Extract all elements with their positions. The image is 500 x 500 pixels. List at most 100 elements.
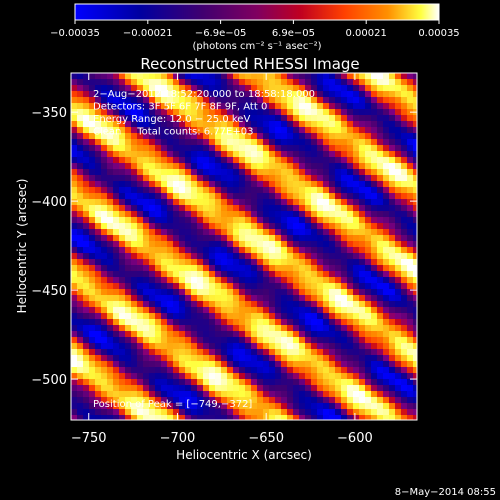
heatmap-cell	[353, 163, 359, 169]
heatmap-cell	[407, 415, 413, 420]
heatmap-cell	[317, 199, 323, 205]
heatmap-cell	[257, 241, 263, 247]
heatmap-cell	[77, 133, 83, 139]
heatmap-cell	[71, 223, 77, 229]
heatmap-cell	[161, 289, 167, 295]
heatmap-cell	[251, 253, 257, 259]
heatmap-cell	[359, 319, 365, 325]
heatmap-cell	[329, 247, 335, 253]
heatmap-cell	[209, 361, 215, 367]
heatmap-cell	[305, 265, 311, 271]
heatmap-cell	[413, 145, 417, 151]
heatmap-cell	[353, 349, 359, 355]
heatmap-cell	[341, 121, 347, 127]
heatmap-cell	[287, 385, 293, 391]
heatmap-cell	[263, 253, 269, 259]
heatmap-cell	[209, 175, 215, 181]
heatmap-cell	[275, 283, 281, 289]
heatmap-cell	[101, 247, 107, 253]
colorbar: −0.00035 −0.00021 −6.9e−05 6.9e−05 0.00021 0.…	[50, 3, 460, 52]
heatmap-cell	[263, 187, 269, 193]
heatmap-cell	[71, 247, 77, 253]
x-tick-label: −750	[71, 431, 107, 446]
heatmap-cell	[89, 97, 95, 103]
heatmap-cell	[341, 133, 347, 139]
heatmap-cell	[203, 373, 209, 379]
heatmap-cell	[407, 145, 413, 151]
heatmap-cell	[281, 175, 287, 181]
heatmap-cell	[317, 97, 323, 103]
heatmap-cell	[119, 91, 125, 97]
heatmap-cell	[203, 85, 209, 91]
heatmap-cell	[107, 361, 113, 367]
heatmap-cell	[377, 187, 383, 193]
heatmap-cell	[305, 217, 311, 223]
heatmap-cell	[83, 223, 89, 229]
heatmap-cell	[269, 283, 275, 289]
heatmap-cell	[197, 103, 203, 109]
heatmap-cell	[209, 289, 215, 295]
heatmap-cell	[287, 259, 293, 265]
heatmap-cell	[251, 271, 257, 277]
heatmap-cell	[407, 265, 413, 271]
heatmap-cell	[365, 379, 371, 385]
heatmap-cell	[287, 181, 293, 187]
heatmap-cell	[107, 187, 113, 193]
heatmap-cell	[257, 361, 263, 367]
heatmap-cell	[401, 73, 407, 79]
heatmap-cell	[215, 229, 221, 235]
heatmap-cell	[317, 313, 323, 319]
heatmap-cell	[287, 355, 293, 361]
heatmap-cell	[167, 367, 173, 373]
heatmap-cell	[215, 217, 221, 223]
heatmap-cell	[251, 223, 257, 229]
heatmap-cell	[125, 319, 131, 325]
heatmap-cell	[155, 91, 161, 97]
heatmap-cell	[323, 331, 329, 337]
heatmap-cell	[347, 85, 353, 91]
heatmap-cell	[251, 163, 257, 169]
heatmap-cell	[233, 271, 239, 277]
heatmap-cell	[185, 259, 191, 265]
heatmap-cell	[383, 259, 389, 265]
heatmap-cell	[119, 385, 125, 391]
heatmap-cell	[263, 265, 269, 271]
heatmap-cell	[215, 391, 221, 397]
heatmap-cell	[371, 181, 377, 187]
heatmap-cell	[161, 325, 167, 331]
heatmap-cell	[173, 259, 179, 265]
heatmap-cell	[131, 259, 137, 265]
heatmap-cell	[269, 229, 275, 235]
heatmap-cell	[113, 283, 119, 289]
heatmap-cell	[335, 199, 341, 205]
heatmap-cell	[299, 97, 305, 103]
heatmap-cell	[89, 223, 95, 229]
heatmap-cell	[131, 265, 137, 271]
heatmap-cell	[245, 163, 251, 169]
heatmap-cell	[335, 235, 341, 241]
heatmap-cell	[137, 217, 143, 223]
heatmap-cell	[77, 385, 83, 391]
heatmap-cell	[407, 79, 413, 85]
heatmap-cell	[239, 151, 245, 157]
heatmap-cell	[359, 205, 365, 211]
heatmap-cell	[359, 367, 365, 373]
heatmap-cell	[95, 307, 101, 313]
heatmap-cell	[173, 409, 179, 415]
heatmap-cell	[143, 295, 149, 301]
heatmap-cell	[197, 79, 203, 85]
heatmap-cell	[113, 79, 119, 85]
heatmap-cell	[269, 271, 275, 277]
heatmap-cell	[251, 313, 257, 319]
heatmap-cell	[323, 307, 329, 313]
heatmap-cell	[251, 91, 257, 97]
heatmap-cell	[77, 73, 83, 79]
heatmap-cell	[191, 175, 197, 181]
heatmap-cell	[389, 409, 395, 415]
heatmap-cell	[245, 103, 251, 109]
heatmap-cell	[227, 151, 233, 157]
heatmap-cell	[299, 205, 305, 211]
heatmap-cell	[203, 295, 209, 301]
heatmap-cell	[197, 253, 203, 259]
heatmap-cell	[119, 163, 125, 169]
